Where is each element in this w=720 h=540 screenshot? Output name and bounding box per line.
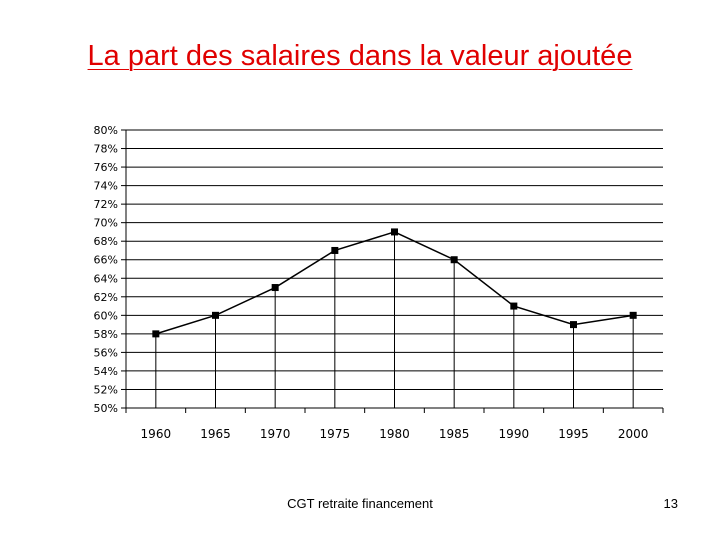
x-tick-label: 1980 <box>379 427 410 441</box>
y-tick-label: 60% <box>94 309 118 322</box>
y-tick-label: 76% <box>94 161 118 174</box>
y-tick-label: 54% <box>94 365 118 378</box>
y-tick-label: 52% <box>94 383 118 396</box>
data-point <box>271 284 279 292</box>
footer-text: CGT retraite financement <box>287 496 433 511</box>
data-point <box>212 311 219 319</box>
x-tick-label: 1960 <box>141 427 172 441</box>
data-point <box>629 311 637 319</box>
data-point <box>570 321 577 329</box>
data-point <box>391 228 398 236</box>
data-point <box>331 246 339 254</box>
y-tick-label: 74% <box>94 180 118 193</box>
x-tick-label: 1985 <box>439 427 470 441</box>
y-tick-label: 58% <box>94 328 118 341</box>
data-point <box>510 302 518 310</box>
x-tick-label: 1975 <box>320 427 351 441</box>
y-tick-label: 50% <box>94 402 118 415</box>
y-tick-label: 56% <box>94 346 118 359</box>
x-tick-label: 1990 <box>499 427 530 441</box>
slide-title: La part des salaires dans la valeur ajou… <box>87 40 633 72</box>
data-point <box>450 256 458 264</box>
y-tick-label: 62% <box>94 291 118 304</box>
y-tick-label: 66% <box>94 254 118 267</box>
x-tick-label: 1995 <box>558 427 589 441</box>
x-tick-label: 1965 <box>200 427 231 441</box>
x-tick-label: 1970 <box>260 427 291 441</box>
y-tick-label: 78% <box>94 143 118 156</box>
y-tick-label: 72% <box>94 198 118 211</box>
y-tick-label: 70% <box>94 217 118 230</box>
x-tick-label: 2000 <box>618 427 649 441</box>
y-tick-label: 64% <box>94 272 118 285</box>
y-tick-label: 80% <box>94 124 118 137</box>
y-tick-label: 68% <box>94 235 118 248</box>
data-point <box>152 330 160 338</box>
page-number: 13 <box>663 496 678 511</box>
